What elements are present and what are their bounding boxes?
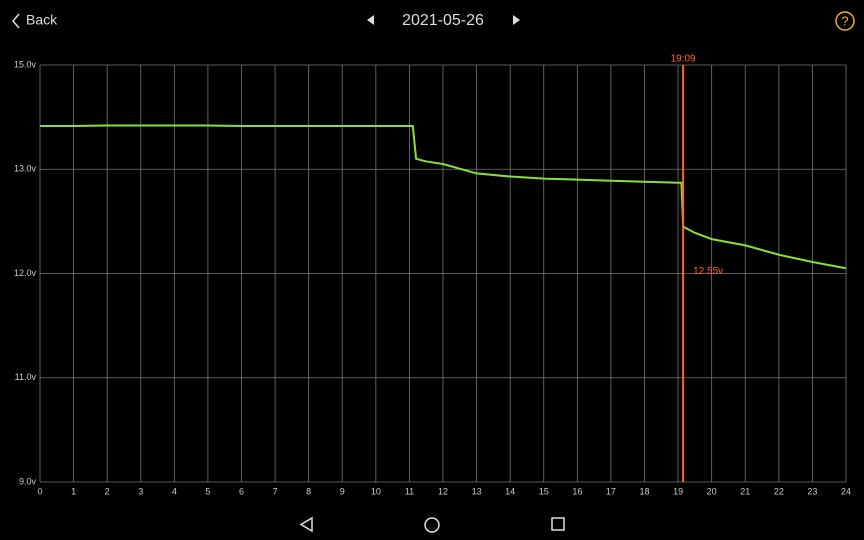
cursor-value: 12.55v [693, 266, 723, 277]
voltage-line [40, 124, 847, 270]
x-tick-label: 3 [138, 486, 143, 496]
x-tick-label: 1 [71, 486, 76, 496]
help-icon [835, 11, 855, 31]
x-tick-label: 10 [371, 486, 381, 496]
x-tick-label: 23 [807, 486, 817, 496]
y-tick-label: 13.0v [14, 164, 37, 174]
y-tick-label: 15.0v [14, 59, 37, 69]
back-button[interactable]: Back [12, 12, 58, 29]
help-button[interactable]: ? [835, 11, 855, 31]
date-title: 2021-05-26 [402, 12, 484, 29]
x-tick-label: 12 [438, 486, 448, 496]
x-tick-label: 4 [172, 486, 177, 496]
x-tick-label: 7 [273, 486, 278, 496]
x-tick-label: 24 [841, 486, 851, 496]
x-tick-label: 14 [505, 486, 515, 496]
x-tick-label: 16 [572, 486, 582, 496]
next-day[interactable] [513, 15, 520, 25]
x-tick-label: 9 [340, 486, 345, 496]
help-label: ? [841, 13, 848, 28]
x-tick-label: 8 [306, 486, 311, 496]
nav-recent[interactable] [551, 517, 565, 531]
x-tick-label: 19 [673, 486, 683, 496]
y-tick-label: 12.0v [14, 268, 37, 278]
back-icon [12, 13, 20, 29]
y-tick-label: 11.0v [15, 372, 37, 382]
x-tick-label: 18 [639, 486, 649, 496]
x-tick-label: 2 [105, 486, 110, 496]
y-tick-label: 9.0v [19, 476, 37, 486]
nav-back[interactable] [299, 516, 313, 533]
x-tick-label: 11 [405, 486, 414, 496]
x-tick-label: 15 [539, 486, 549, 496]
prev-day[interactable] [367, 15, 374, 25]
x-tick-label: 22 [774, 486, 784, 496]
x-tick-label: 20 [707, 486, 717, 496]
x-tick-label: 17 [606, 486, 616, 496]
x-tick-label: 6 [239, 486, 244, 496]
back-label: Back [26, 12, 58, 28]
x-tick-label: 13 [472, 486, 482, 496]
x-tick-label: 21 [740, 486, 750, 496]
cursor-time: 19:09 [671, 54, 696, 65]
nav-home[interactable] [424, 517, 440, 533]
x-tick-label: 0 [37, 486, 42, 496]
x-tick-label: 5 [205, 486, 210, 496]
